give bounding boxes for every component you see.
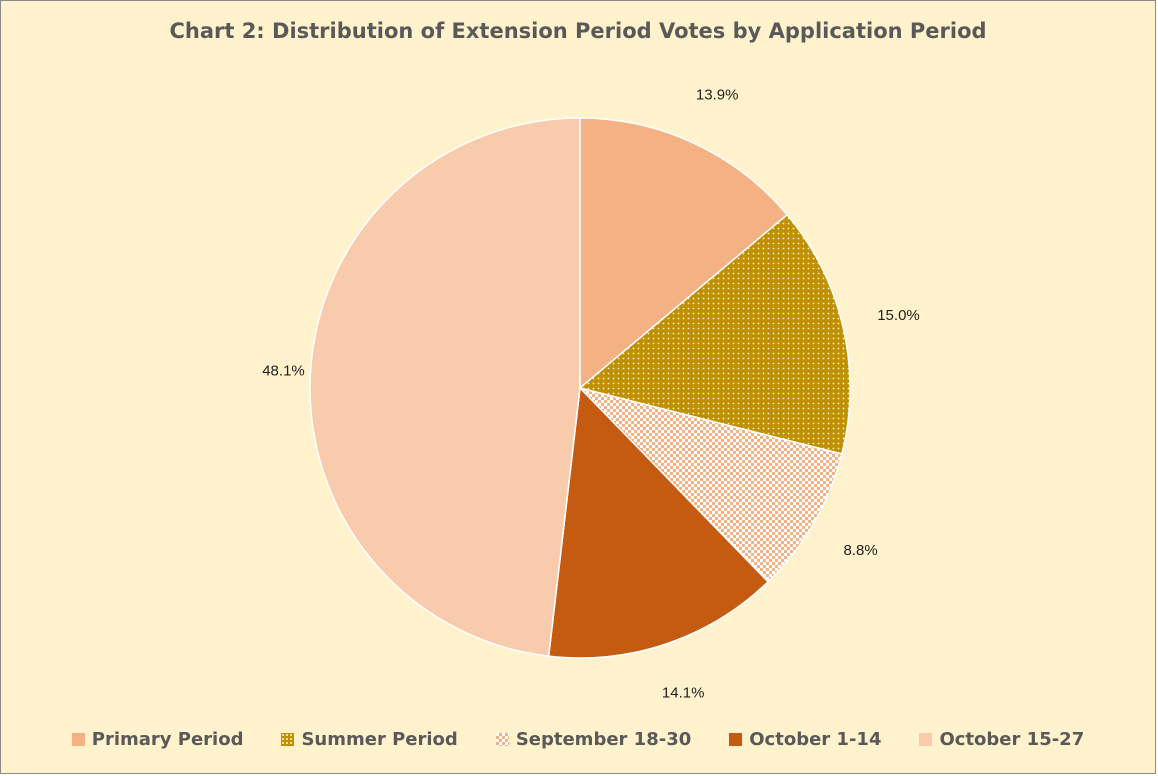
pie-slice-5	[309, 117, 581, 658]
legend-label-1: Primary Period	[91, 729, 244, 750]
legend-item-3: September 18-30	[495, 729, 692, 750]
legend-label-4: October 1-14	[749, 729, 882, 750]
data-label-2: 15.0%	[877, 307, 920, 324]
legend-item-5: October 15-27	[919, 729, 1084, 750]
legend-swatch-4	[729, 733, 743, 746]
chart-title: Chart 2: Distribution of Extension Perio…	[169, 19, 987, 43]
pie-slice-2	[578, 213, 851, 455]
pie-slice-3	[577, 386, 843, 583]
data-label-1: 13.9%	[696, 87, 739, 104]
pie-slice-1	[579, 117, 789, 390]
legend-label-5: October 15-27	[939, 729, 1085, 750]
data-label-4: 14.1%	[662, 684, 705, 701]
legend-swatch-2	[281, 733, 295, 746]
legend-swatch-1	[71, 733, 85, 746]
legend-item-2: Summer Period	[281, 729, 458, 750]
legend-label-3: September 18-30	[515, 729, 692, 750]
chart-legend: Primary Period Summer Period September 18-…	[1, 729, 1155, 750]
legend-swatch-5	[919, 733, 933, 746]
legend-swatch-3	[495, 733, 509, 746]
pie-slice-4	[547, 386, 770, 659]
data-label-3: 8.8%	[843, 542, 877, 559]
data-label-5: 48.1%	[262, 363, 305, 380]
legend-item-1: Primary Period	[71, 729, 244, 750]
legend-item-4: October 1-14	[729, 729, 881, 750]
legend-label-2: Summer Period	[301, 729, 458, 750]
